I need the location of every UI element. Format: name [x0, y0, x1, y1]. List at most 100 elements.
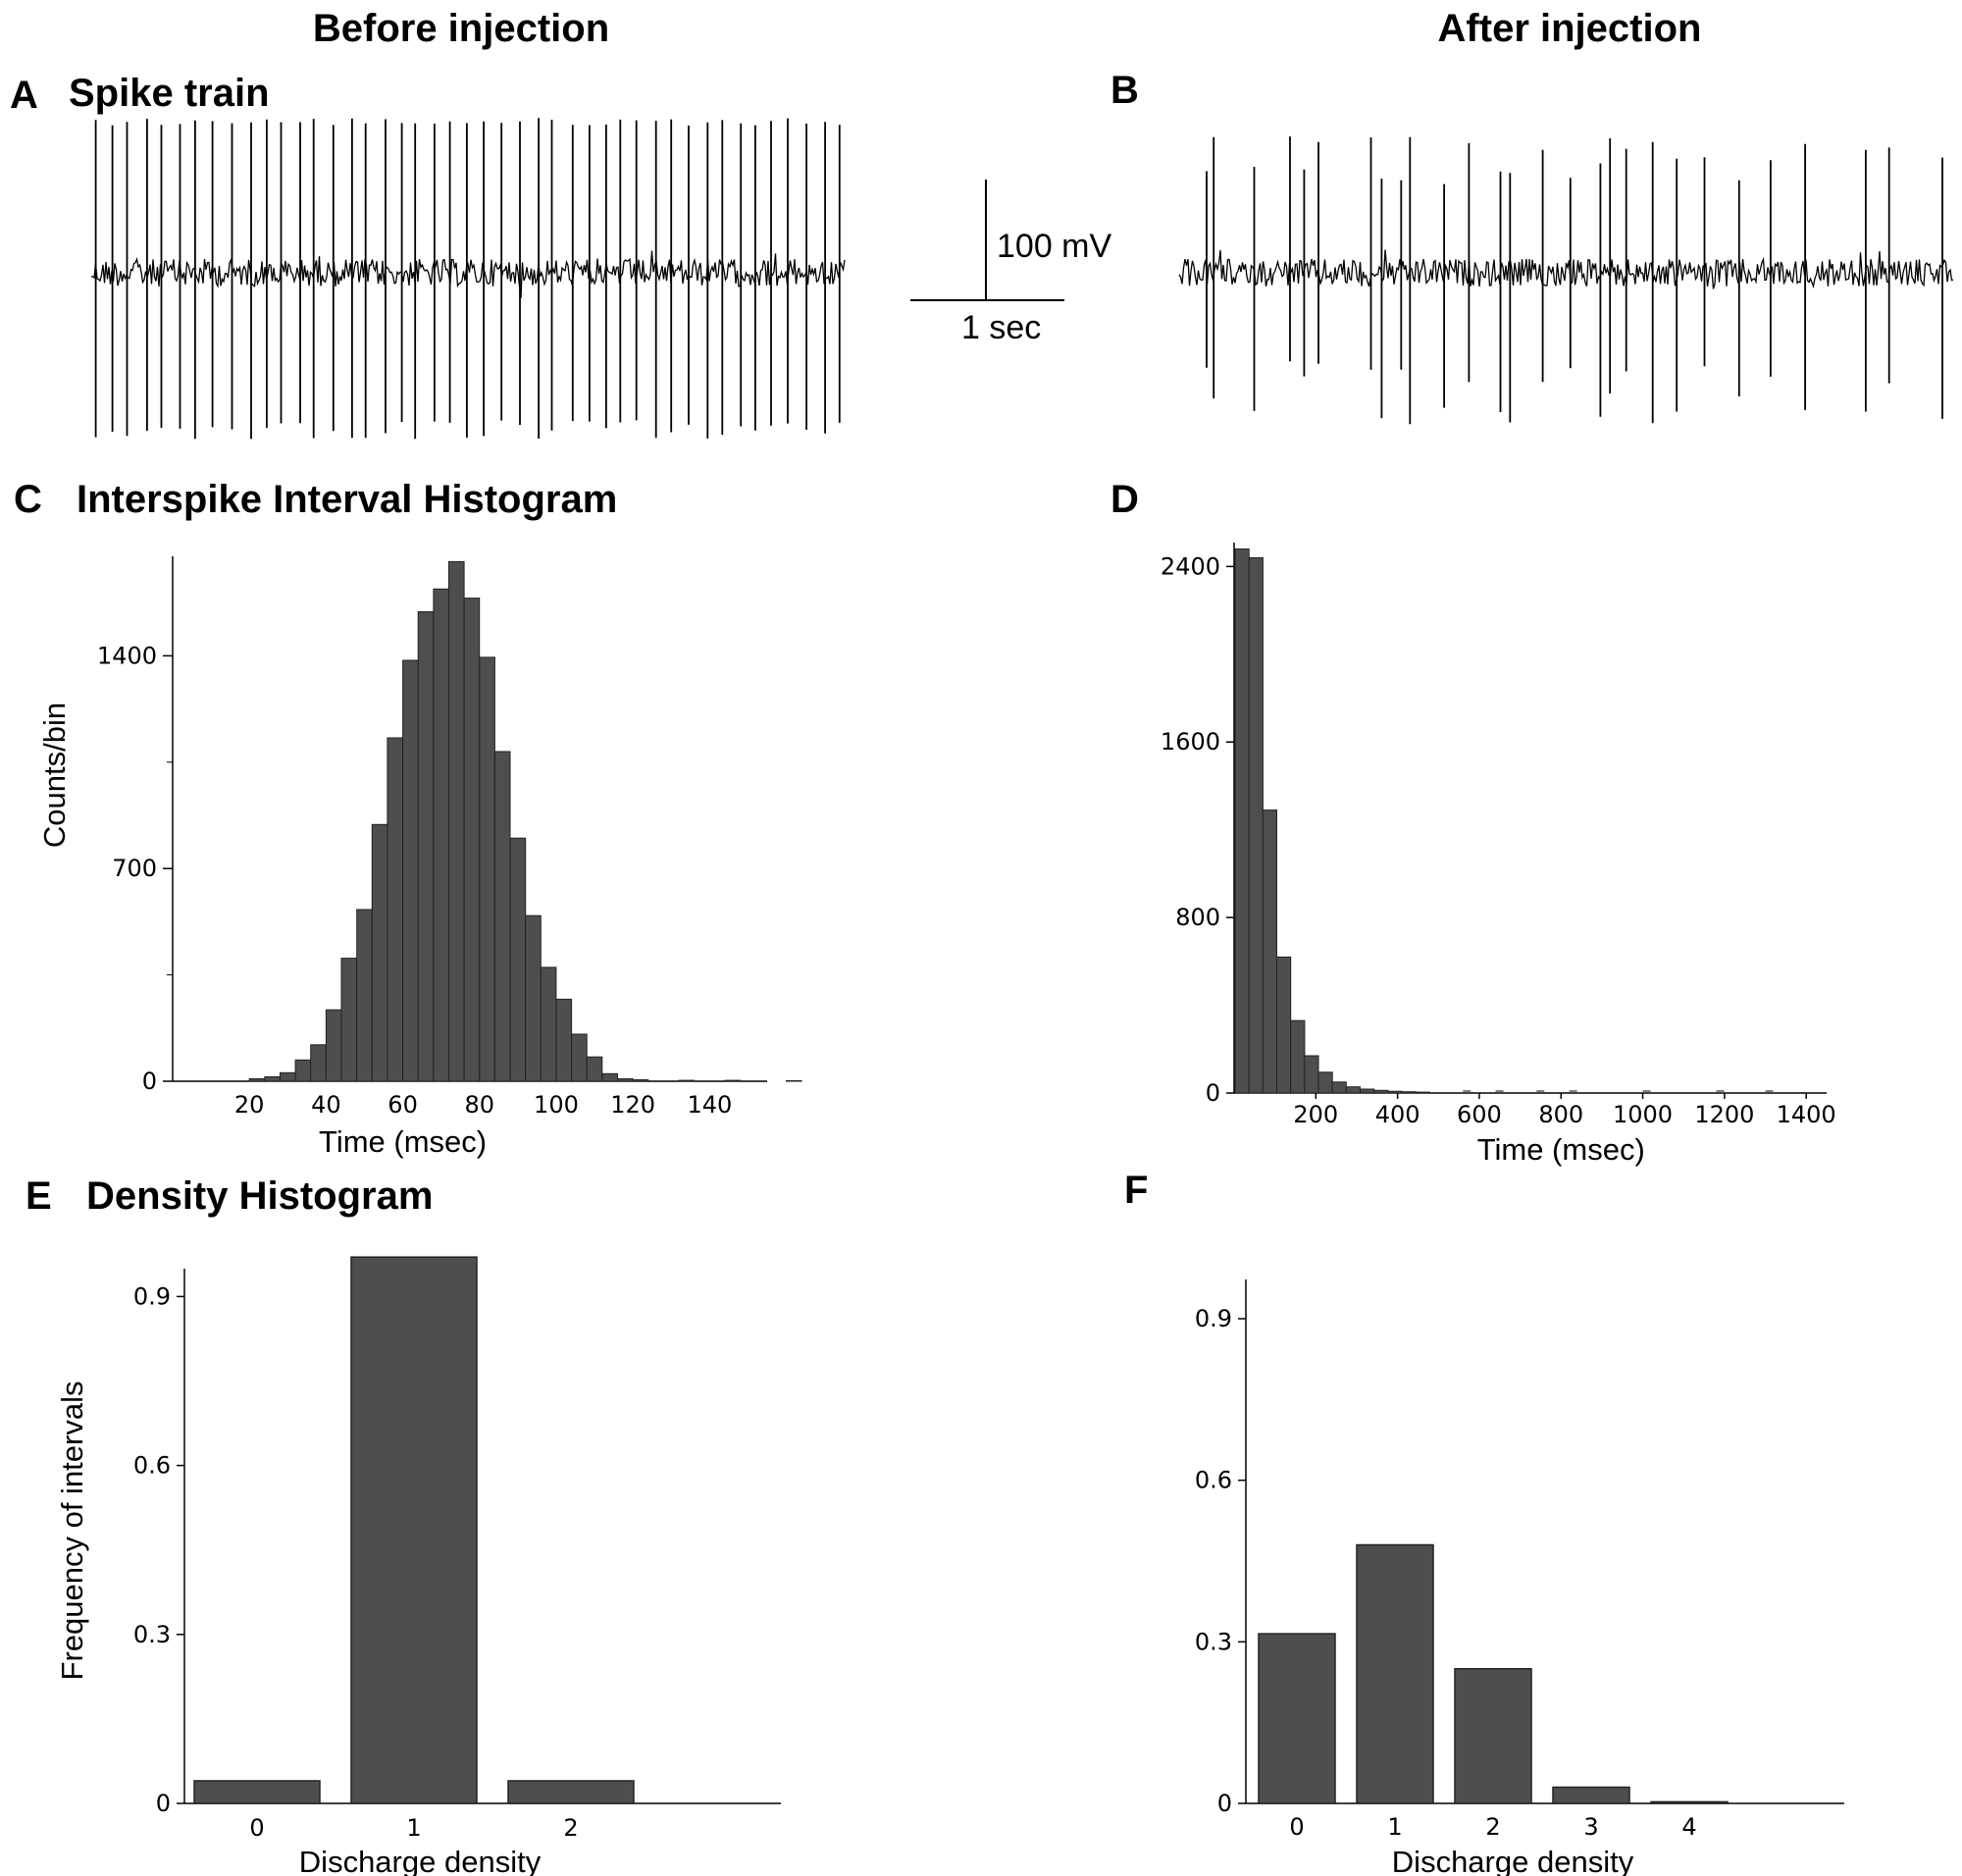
x-tick-label: 80: [465, 1091, 495, 1119]
histogram-bar: [786, 1079, 802, 1082]
isi-histogram-before: 0 700 1400 20 40 60 80 100 120 140 Time (msec) Coun…: [37, 556, 802, 1159]
x-tick-label: 1: [406, 1814, 421, 1842]
y-axis-label: Counts/bin: [37, 703, 72, 848]
x-tick-label: 800: [1538, 1101, 1583, 1128]
histogram-bar: [248, 1078, 266, 1082]
column-header-before: Before injection: [313, 7, 609, 50]
density-bar: [1650, 1800, 1729, 1804]
y-tick-label: 2400: [1161, 552, 1220, 580]
panel-letter-f: F: [1124, 1169, 1148, 1212]
scale-bar-time-label: 1 sec: [961, 309, 1041, 346]
x-tick-label: 20: [234, 1091, 265, 1119]
histogram-bar: [493, 751, 511, 1082]
y-tick-label: 0.6: [1195, 1467, 1232, 1494]
histogram-bar: [1248, 556, 1264, 1094]
density-bar: [507, 1780, 635, 1804]
x-tick-label: 0: [1289, 1813, 1304, 1841]
panel-letter-a: A: [10, 74, 38, 117]
histogram-bar: [1415, 1091, 1430, 1094]
panel-title-a: Spike train: [69, 72, 270, 115]
histogram-bar: [555, 998, 573, 1082]
histogram-bar: [1262, 809, 1278, 1094]
histogram-bar: [1345, 1086, 1362, 1094]
y-tick-label: 0.3: [133, 1621, 171, 1648]
y-tick-label: 0.6: [133, 1452, 171, 1480]
x-tick-label: 1: [1387, 1813, 1402, 1841]
panel-title-c: Interspike Interval Histogram: [77, 478, 617, 521]
density-bar: [1258, 1633, 1336, 1804]
y-tick-label: 0.3: [1195, 1628, 1232, 1655]
histogram-bar: [678, 1079, 696, 1082]
panel-title-e: Density Histogram: [86, 1174, 433, 1218]
y-tick-label: 0: [1217, 1790, 1232, 1817]
histogram-bar: [448, 560, 465, 1082]
isi-histogram-after: 0 800 1600 2400 200 400 600 800 1000 1200 1400 Time…: [1161, 543, 1836, 1167]
histogram-bar: [325, 1009, 342, 1082]
histogram-bar: [310, 1044, 327, 1082]
spike-train-before: [90, 118, 846, 440]
x-tick-label: 40: [311, 1091, 341, 1119]
density-bar: [193, 1780, 321, 1804]
histogram-bar: [1360, 1088, 1375, 1094]
y-tick-label: 0: [156, 1790, 171, 1817]
density-histogram-after: 0 1 2 3 4 0 0.3 0.6 0.9 Discharge density: [1195, 1279, 1844, 1876]
histogram-bar: [632, 1079, 649, 1082]
x-tick-label: 400: [1375, 1101, 1420, 1128]
y-tick-label: 1600: [1161, 728, 1220, 756]
x-tick-label: 600: [1457, 1101, 1502, 1128]
histogram-bar: [617, 1078, 634, 1082]
x-tick-label: 100: [534, 1091, 579, 1119]
histogram-bar: [1304, 1055, 1319, 1094]
histogram-bar: [479, 656, 495, 1082]
histogram-bar: [371, 823, 388, 1082]
histogram-bar: [387, 737, 403, 1082]
histogram-bar: [463, 598, 481, 1082]
histogram-bar: [1373, 1089, 1389, 1094]
y-tick-label: 0: [142, 1068, 157, 1095]
histogram-bar: [724, 1079, 742, 1082]
x-tick-label: 1000: [1613, 1101, 1673, 1128]
histogram-bar: [340, 958, 358, 1082]
x-tick-label: 120: [610, 1091, 655, 1119]
histogram-bar: [433, 588, 449, 1082]
x-axis-label: Time (msec): [319, 1124, 487, 1159]
y-tick-label: 0: [1206, 1079, 1220, 1107]
histogram-bar: [1290, 1019, 1306, 1094]
density-bar: [350, 1256, 478, 1804]
density-bar: [1552, 1786, 1630, 1804]
y-tick-label: 1400: [97, 642, 157, 669]
histogram-bar: [356, 909, 373, 1082]
y-tick-label: 0.9: [1195, 1305, 1232, 1332]
baseline-noise: [90, 250, 846, 298]
x-tick-label: 0: [249, 1814, 264, 1842]
histogram-bar: [1317, 1071, 1333, 1094]
panel-letter-b: B: [1110, 69, 1139, 112]
histogram-bar: [1234, 548, 1250, 1094]
histogram-bar: [1401, 1091, 1417, 1094]
histogram-bar: [402, 659, 419, 1082]
x-tick-label: 4: [1681, 1813, 1696, 1841]
histogram-bar: [1276, 956, 1292, 1094]
density-bar: [1356, 1543, 1434, 1804]
baseline-noise: [1178, 249, 1954, 289]
panel-letter-c: C: [14, 478, 42, 521]
histogram-bar: [601, 1072, 619, 1082]
x-tick-label: 3: [1583, 1813, 1598, 1841]
histogram-bar: [571, 1033, 588, 1082]
x-tick-label: 2: [563, 1814, 578, 1842]
density-histogram-before: 0 1 2 0 0.3 0.6 0.9 Discharge density Frequency …: [55, 1256, 781, 1876]
y-tick-label: 0.9: [133, 1282, 171, 1310]
histogram-bar: [280, 1071, 296, 1082]
x-tick-label: 2: [1485, 1813, 1500, 1841]
panel-letter-e: E: [26, 1174, 52, 1218]
y-tick-label: 800: [1175, 904, 1220, 931]
x-tick-label: 1200: [1694, 1101, 1754, 1128]
x-axis-label: Time (msec): [1477, 1132, 1645, 1167]
x-tick-label: 200: [1293, 1101, 1338, 1128]
x-axis-label: Discharge density: [299, 1845, 542, 1876]
histogram-bar: [586, 1056, 603, 1082]
column-header-after: After injection: [1438, 7, 1702, 50]
histogram-bar: [540, 966, 557, 1082]
y-axis-label: Frequency of intervals: [55, 1381, 89, 1681]
